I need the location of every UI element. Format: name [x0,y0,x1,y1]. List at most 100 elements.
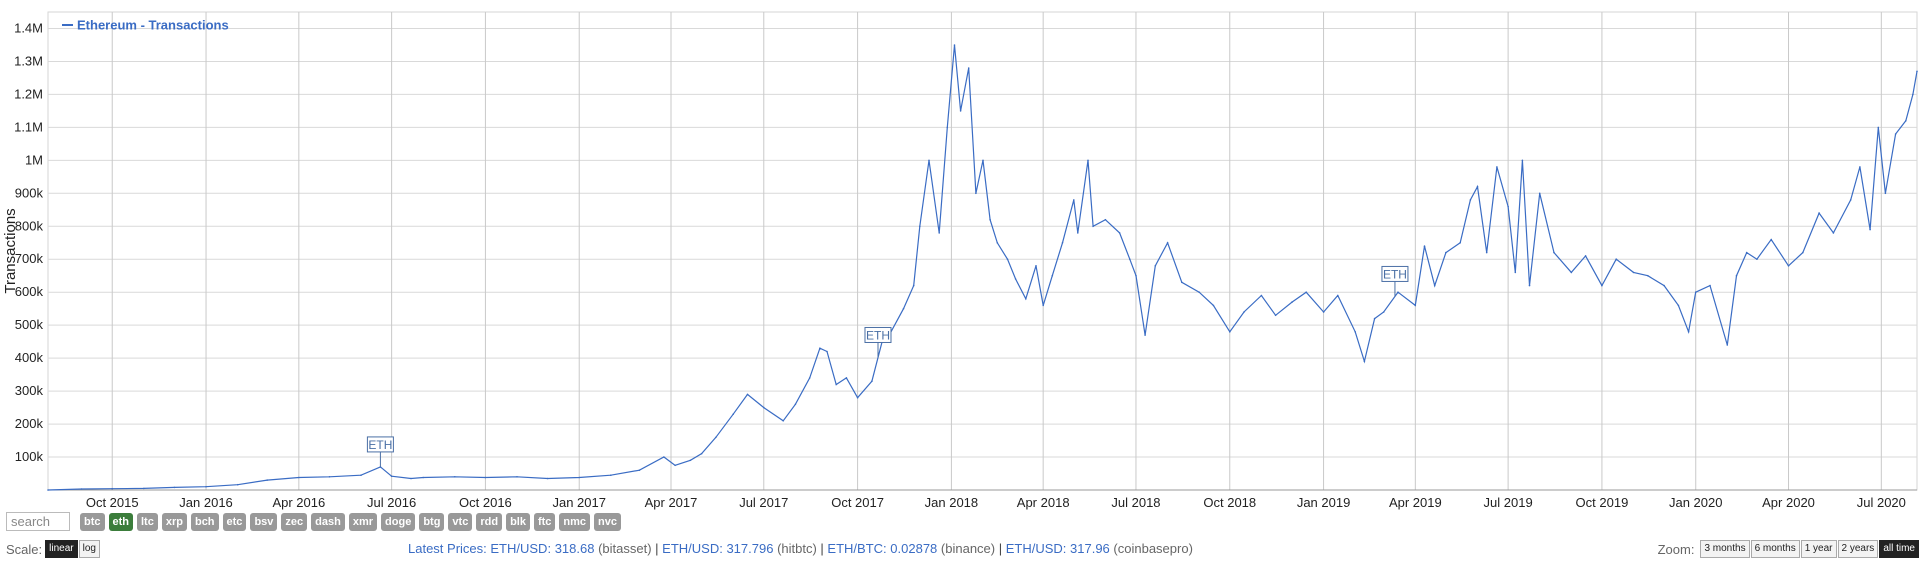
y-tick-label: 100k [15,449,44,464]
x-tick-label: Jan 2019 [1297,495,1351,510]
x-tick-label: Jul 2020 [1857,495,1906,510]
data-point [410,477,412,480]
legend-label: Ethereum - Transactions [77,18,229,33]
price-value: 317.796 [726,541,774,556]
price-exchange: (coinbasepro) [1113,541,1193,556]
coin-button-bch[interactable]: bch [190,512,219,531]
search-input[interactable]: search [6,512,70,531]
price-value: 0.02878 [890,541,938,556]
data-point [1243,311,1245,313]
data-point [912,284,915,287]
price-value: 317.96 [1070,541,1110,556]
data-point [835,383,837,386]
data-point [1877,126,1880,129]
y-tick-label: 1.2M [14,86,43,101]
data-point [1584,255,1587,257]
price-separator: | [995,541,1006,556]
flag-label: ETH [866,328,890,342]
scale-options: linear log [45,540,100,558]
data-point [484,476,487,479]
flag-label: ETH [1383,267,1407,281]
price-exchange: (bitasset) [598,541,652,556]
coin-button-btc[interactable]: btc [80,512,105,531]
data-point [1363,360,1366,363]
data-point [871,380,873,383]
data-point [1570,271,1573,274]
data-point [1354,331,1356,333]
scale-log-button[interactable]: log [78,540,100,558]
coin-button-dash[interactable]: dash [311,512,345,531]
scale-linear-button[interactable]: linear [45,540,78,558]
data-point [143,487,145,490]
data-point [298,476,300,479]
data-point [1770,238,1772,241]
data-point [1832,232,1835,234]
data-point [578,476,580,479]
coin-button-eth[interactable]: eth [108,512,133,531]
coin-button-bsv[interactable]: bsv [250,512,278,531]
zoom-3-months-button[interactable]: 3 months [1700,540,1750,558]
zoom-1-year-button[interactable]: 1 year [1800,540,1837,558]
scale-control: Scale: linear log [6,540,100,558]
data-point [1445,251,1447,254]
data-point [1912,93,1914,96]
zoom-all-time-button[interactable]: all time [1879,540,1919,558]
coin-button-rdd[interactable]: rdd [476,512,503,531]
y-tick-label: 1.3M [14,53,43,68]
zoom-label: Zoom: [1657,541,1695,557]
data-point [1006,258,1009,261]
data-point [1476,185,1479,188]
y-tick-label: 600k [15,284,44,299]
eth-annotation-flag: ETH [1381,265,1409,297]
chart-series [47,44,1918,491]
y-tick-label: 1M [25,152,43,167]
coin-button-nmc[interactable]: nmc [559,512,591,531]
data-point [1260,294,1263,297]
chart-annotations: ETH ETH ETH [366,265,1409,467]
price-separator: | [651,541,663,556]
data-point [1198,291,1200,294]
data-point [1042,304,1044,307]
data-point [794,403,797,406]
plot-area [47,11,1918,491]
coin-button-ltc[interactable]: ltc [137,512,158,531]
coin-button-xmr[interactable]: xmr [348,512,378,531]
data-point [1485,251,1488,254]
data-point [1129,258,1131,261]
coin-button-btg[interactable]: btg [419,512,445,531]
data-point [1735,274,1738,277]
coin-button-blk[interactable]: blk [506,512,530,531]
coin-button-etc[interactable]: etc [222,512,247,531]
x-tick-label: Jan 2020 [1669,495,1723,510]
data-point [919,225,921,228]
x-tick-label: Jan 2016 [179,495,233,510]
coin-button-xrp[interactable]: xrp [161,512,187,531]
price-separator: | [816,541,828,556]
zoom-2-years-button[interactable]: 2 years [1837,540,1879,558]
data-point [1337,294,1339,297]
latest-prices: Latest Prices: ETH/USD: 318.68 (bitasset… [408,541,1193,556]
flag-box [1381,265,1409,282]
data-point [826,350,828,353]
data-point [700,452,703,455]
data-point [982,159,984,162]
data-point [819,347,821,350]
data-point [1687,331,1690,333]
coin-button-vtc[interactable]: vtc [448,512,473,531]
eth-annotation-flag: ETH [366,436,394,467]
coin-button-nvc[interactable]: nvc [594,512,622,531]
data-point [360,474,362,477]
y-tick-label: 1.4M [14,20,43,35]
coin-button-zec[interactable]: zec [281,512,308,531]
data-point [1514,271,1517,274]
data-point [1373,317,1376,320]
coin-button-doge[interactable]: doge [381,512,416,531]
data-point [1322,311,1325,313]
data-point [975,192,977,195]
data-point [989,218,991,221]
coin-button-ftc[interactable]: ftc [533,512,556,531]
zoom-6-months-button[interactable]: 6 months [1750,540,1800,558]
y-tick-label: 300k [15,383,44,398]
price-pair: ETH/USD: [1005,541,1067,556]
x-tick-label: Apr 2018 [1017,495,1070,510]
